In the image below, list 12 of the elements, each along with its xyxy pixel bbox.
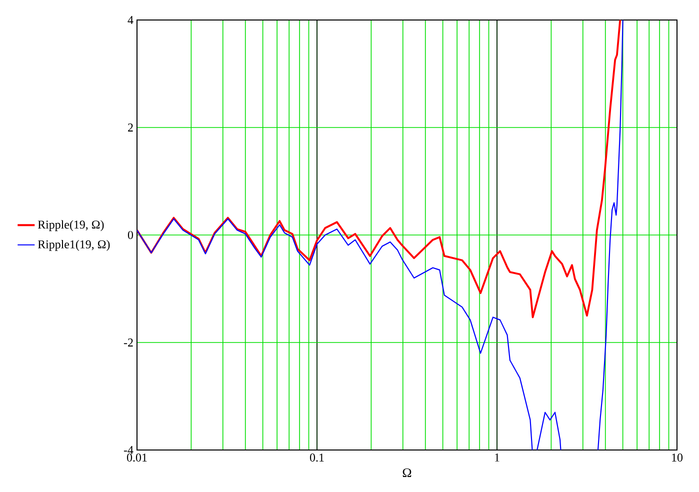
x-tick-label: 10 (672, 454, 683, 462)
y-tick-label: 2 (128, 124, 133, 132)
x-tick-label: 0.01 (126, 454, 147, 462)
y-tick-label: -2 (124, 338, 133, 346)
x-tick-label: 1 (495, 454, 500, 462)
y-tick-label: 0 (128, 230, 134, 240)
y-tick-label: -4 (124, 446, 134, 454)
x-tick-label: 0.1 (310, 454, 324, 462)
x-axis-title: Ω (402, 468, 412, 478)
y-tick-label: 4 (128, 16, 134, 24)
legend-label: Ripple(19, Ω) (38, 220, 104, 232)
legend-label: Ripple1(19, Ω) (38, 240, 110, 251)
